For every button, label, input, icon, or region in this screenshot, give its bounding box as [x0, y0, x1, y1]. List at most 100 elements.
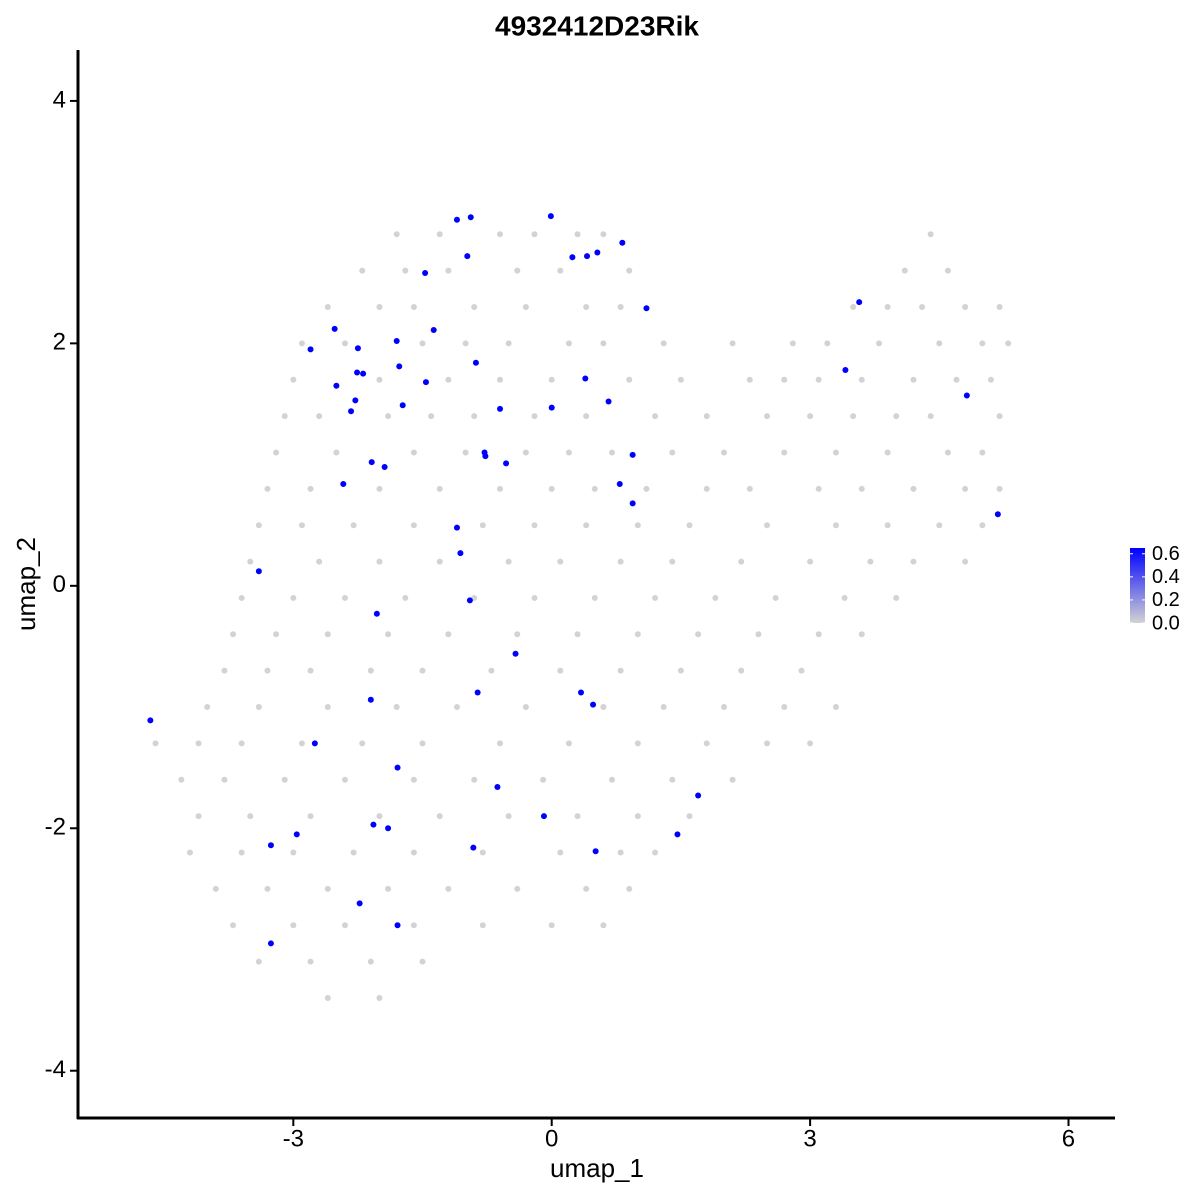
- point: [626, 885, 633, 892]
- point: [307, 958, 314, 965]
- point: [453, 216, 460, 223]
- point: [247, 558, 254, 565]
- point: [884, 449, 891, 456]
- point: [293, 831, 300, 838]
- point: [497, 376, 504, 383]
- point: [616, 480, 623, 487]
- point: [996, 485, 1003, 492]
- point: [497, 485, 504, 492]
- point: [422, 379, 429, 386]
- point: [298, 740, 305, 747]
- point: [324, 631, 331, 638]
- point: [634, 522, 641, 529]
- point: [298, 340, 305, 347]
- point: [410, 922, 417, 929]
- point: [600, 922, 607, 929]
- point: [979, 522, 986, 529]
- point: [204, 704, 211, 711]
- point: [376, 813, 383, 820]
- point: [583, 413, 590, 420]
- point: [893, 413, 900, 420]
- point: [531, 594, 538, 601]
- point: [212, 885, 219, 892]
- point: [331, 325, 338, 332]
- point: [619, 239, 626, 246]
- point: [340, 480, 347, 487]
- point: [445, 631, 452, 638]
- point: [856, 299, 863, 306]
- y-tick-label: -4: [45, 1056, 66, 1083]
- point: [600, 340, 607, 347]
- point: [514, 885, 521, 892]
- point: [582, 375, 589, 382]
- point: [471, 413, 478, 420]
- point: [436, 558, 443, 565]
- point: [394, 922, 401, 929]
- point: [617, 849, 624, 856]
- point: [994, 511, 1001, 518]
- y-tick-label: 2: [53, 329, 66, 356]
- point: [781, 376, 788, 383]
- point: [548, 922, 555, 929]
- point: [634, 740, 641, 747]
- point: [453, 704, 460, 711]
- point: [428, 413, 435, 420]
- point: [634, 631, 641, 638]
- point: [600, 231, 607, 238]
- point: [617, 667, 624, 674]
- point: [850, 303, 857, 310]
- point: [617, 303, 624, 310]
- point: [290, 376, 297, 383]
- point: [376, 994, 383, 1001]
- point: [316, 413, 323, 420]
- point: [238, 740, 245, 747]
- point: [393, 231, 400, 238]
- colorbar-label: 0.2: [1152, 589, 1180, 611]
- point: [467, 214, 474, 221]
- point: [548, 485, 555, 492]
- y-tick-label: 4: [53, 86, 66, 113]
- point: [255, 958, 262, 965]
- point: [360, 370, 367, 377]
- point: [557, 558, 564, 565]
- point: [419, 667, 426, 674]
- point: [643, 485, 650, 492]
- point: [462, 449, 469, 456]
- point: [230, 922, 237, 929]
- point: [867, 558, 874, 565]
- point: [832, 522, 839, 529]
- point: [462, 340, 469, 347]
- point: [324, 885, 331, 892]
- point: [781, 704, 788, 711]
- point: [247, 813, 254, 820]
- point: [807, 413, 814, 420]
- point: [652, 594, 659, 601]
- point: [626, 376, 633, 383]
- point: [290, 922, 297, 929]
- point: [505, 813, 512, 820]
- point: [841, 594, 848, 601]
- point: [419, 340, 426, 347]
- point: [781, 449, 788, 456]
- point: [944, 449, 951, 456]
- point: [430, 327, 437, 334]
- x-tick-label: -3: [283, 1125, 304, 1152]
- point: [255, 522, 262, 529]
- point: [557, 267, 564, 274]
- point: [764, 740, 771, 747]
- point: [307, 346, 314, 353]
- point: [738, 667, 745, 674]
- point: [893, 594, 900, 601]
- point: [230, 631, 237, 638]
- point: [354, 369, 361, 376]
- point: [755, 631, 762, 638]
- point: [695, 631, 702, 638]
- point: [643, 305, 650, 312]
- point: [238, 849, 245, 856]
- point: [557, 849, 564, 856]
- point: [565, 449, 572, 456]
- point: [764, 522, 771, 529]
- point: [445, 376, 452, 383]
- point: [376, 376, 383, 383]
- point: [385, 413, 392, 420]
